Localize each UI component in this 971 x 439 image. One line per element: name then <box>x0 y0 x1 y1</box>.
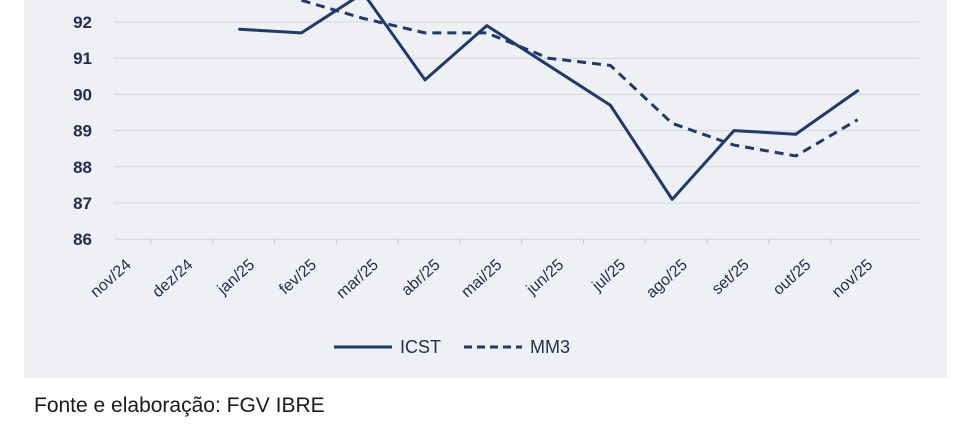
y-tick-label: 88 <box>73 158 92 177</box>
line-chart: 86 87 88 89 90 91 92 nov/24 dez/24 jan/25 fev/25 m… <box>73 0 919 357</box>
gridlines <box>88 21 919 245</box>
x-tick-label: ago/25 <box>643 256 691 301</box>
x-tick-label: abr/25 <box>399 256 444 299</box>
x-tick-label: fev/25 <box>276 256 320 298</box>
y-tick-label: 92 <box>73 13 92 32</box>
series-lines <box>238 0 860 201</box>
legend: ICST MM3 <box>334 337 570 357</box>
y-tick-label: 87 <box>73 194 92 213</box>
x-tick-label: jan/25 <box>214 256 259 299</box>
x-tick-label: nov/25 <box>829 256 876 301</box>
x-tick-label: set/25 <box>709 256 753 298</box>
y-axis-tick-labels: 86 87 88 89 90 91 92 <box>73 13 92 249</box>
x-tick-label: mar/25 <box>333 256 381 302</box>
x-tick-label: dez/24 <box>149 256 196 301</box>
y-tick-label: 89 <box>73 122 92 141</box>
y-tick-label: 86 <box>73 230 92 249</box>
x-axis-tick-labels: nov/24 dez/24 jan/25 fev/25 mar/25 abr/25 mai/… <box>88 256 877 302</box>
series-line-mm3 <box>299 0 859 158</box>
chart-panel: 86 87 88 89 90 91 92 nov/24 dez/24 jan/25 fev/25 m… <box>24 0 947 378</box>
series-line-icst <box>238 0 860 201</box>
x-tick-label: jul/25 <box>589 256 630 295</box>
x-tick-label: nov/24 <box>88 256 135 301</box>
x-tick-label: jun/25 <box>523 256 568 299</box>
legend-label-mm3: MM3 <box>530 337 570 357</box>
y-tick-label: 91 <box>73 49 92 68</box>
legend-label-icst: ICST <box>400 337 441 357</box>
x-tick-label: out/25 <box>770 256 815 298</box>
source-note: Fonte e elaboração: FGV IBRE <box>34 394 325 417</box>
x-tick-label: mai/25 <box>458 256 505 301</box>
y-tick-label: 90 <box>73 85 92 104</box>
